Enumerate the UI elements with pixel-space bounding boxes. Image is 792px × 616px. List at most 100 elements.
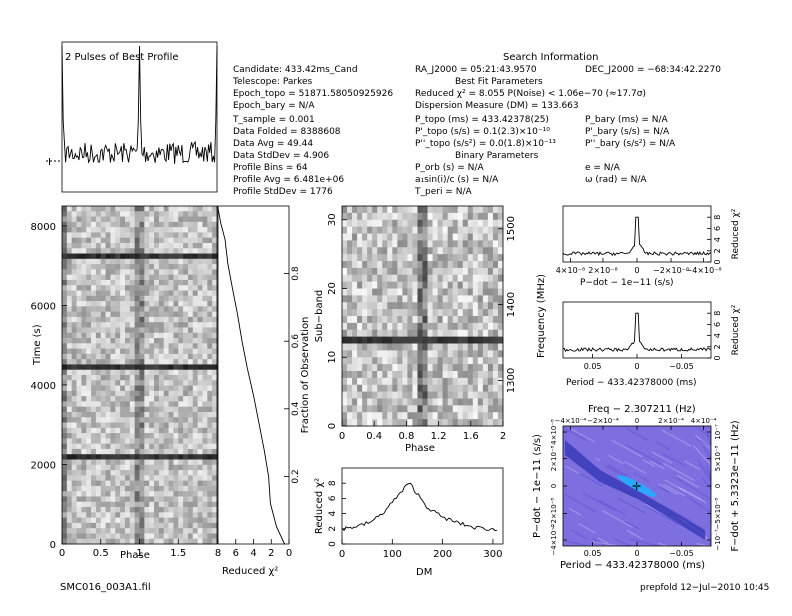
time-phase-cell	[178, 359, 183, 365]
time-phase-cell	[81, 301, 86, 307]
time-phase-cell	[91, 533, 96, 539]
time-phase-cell	[130, 496, 135, 502]
time-phase-cell	[183, 438, 188, 444]
time-phase-cell	[72, 343, 77, 349]
time-phase-cell	[62, 475, 67, 481]
time-phase-cell	[173, 306, 178, 312]
time-phase-cell	[62, 349, 67, 355]
subband-cell	[493, 412, 498, 419]
time-phase-cell	[149, 486, 154, 492]
time-phase-cell	[62, 264, 67, 270]
time-phase-cell	[140, 401, 145, 407]
time-phase-cell	[106, 486, 111, 492]
time-phase-cell	[125, 343, 130, 349]
subband-cell	[342, 247, 347, 254]
time-phase-cell	[164, 217, 169, 223]
subband-cell	[382, 254, 387, 261]
time-phase-cell	[96, 512, 101, 518]
time-phase-cell	[86, 528, 91, 534]
subband-cell	[367, 234, 372, 241]
subband-cell	[362, 309, 367, 316]
subband-cell	[382, 295, 387, 302]
time-phase-cell	[86, 227, 91, 233]
time-phase-cell	[91, 217, 96, 223]
subband-cell	[488, 378, 493, 385]
subband-cell	[463, 234, 468, 241]
subband-cell	[342, 227, 347, 234]
time-phase-cell	[183, 475, 188, 481]
time-phase-cell	[130, 343, 135, 349]
subband-cell	[438, 309, 443, 316]
time-phase-cell	[202, 301, 207, 307]
subband-cell	[417, 206, 422, 213]
frequency-tick-label: 1300	[506, 368, 517, 393]
time-phase-cell	[77, 291, 82, 297]
pulse-profile-panel: I	[46, 42, 217, 192]
subband-cell	[397, 364, 402, 371]
subband-cell	[443, 344, 448, 351]
subband-cell	[377, 220, 382, 227]
time-phase-cell	[101, 507, 106, 513]
time-phase-cell	[86, 465, 91, 471]
subband-cell	[392, 399, 397, 406]
best-fit-heading: Best Fit Parameters	[455, 77, 543, 87]
time-phase-cell	[188, 354, 193, 360]
subband-cell	[428, 344, 433, 351]
subband-cell	[352, 234, 357, 241]
time-phase-cell	[149, 322, 154, 328]
time-phase-cell	[91, 391, 96, 397]
time-phase-cell	[130, 533, 135, 539]
time-phase-cell	[198, 518, 203, 524]
time-phase-cell	[173, 227, 178, 233]
subband-cell	[407, 316, 412, 323]
time-phase-cell	[188, 433, 193, 439]
subband-cell	[498, 392, 503, 399]
time-phase-cell	[193, 428, 198, 434]
time-phase-cell	[164, 264, 169, 270]
subband-cell	[473, 330, 478, 337]
time-phase-cell	[125, 380, 130, 386]
time-phase-cell	[169, 523, 174, 529]
time-phase-cell	[140, 338, 145, 344]
time-phase-cell	[96, 291, 101, 297]
time-phase-cell	[178, 343, 183, 349]
time-phase-cell	[62, 433, 67, 439]
time-phase-cell	[62, 364, 67, 370]
candidate-text: Candidate: 433.42ms_Cand	[233, 65, 358, 75]
time-phase-cell	[72, 438, 77, 444]
time-phase-cell	[198, 465, 203, 471]
subband-cell	[347, 275, 352, 282]
time-phase-cell	[164, 401, 169, 407]
subband-cell	[443, 268, 448, 275]
time-phase-cell	[144, 423, 149, 429]
subband-cell	[417, 392, 422, 399]
time-phase-cell	[154, 243, 159, 249]
time-phase-cell	[159, 449, 164, 455]
time-phase-cell	[164, 306, 169, 312]
subband-cell	[498, 295, 503, 302]
time-phase-cell	[188, 412, 193, 418]
right-tick-label: 10⁻⁷	[714, 424, 722, 440]
subband-cell	[387, 309, 392, 316]
time-phase-cell	[91, 370, 96, 376]
time-phase-cell	[144, 285, 149, 291]
time-phase-cell	[144, 275, 149, 281]
subband-cell	[352, 399, 357, 406]
time-phase-cell	[173, 317, 178, 323]
time-phase-cell	[183, 227, 188, 233]
subband-cell	[387, 206, 392, 213]
subband-cell	[498, 344, 503, 351]
time-phase-cell	[101, 481, 106, 487]
time-phase-cell	[81, 206, 86, 212]
time-phase-cell	[125, 275, 130, 281]
time-phase-cell	[96, 359, 101, 365]
time-phase-cell	[106, 259, 111, 265]
time-phase-cell	[72, 222, 77, 228]
time-phase-cell	[106, 491, 111, 497]
time-phase-cell	[101, 343, 106, 349]
subband-cell	[458, 302, 463, 309]
subband-cell	[387, 330, 392, 337]
time-phase-cell	[120, 301, 125, 307]
time-phase-cell	[67, 539, 72, 545]
time-phase-cell	[144, 428, 149, 434]
